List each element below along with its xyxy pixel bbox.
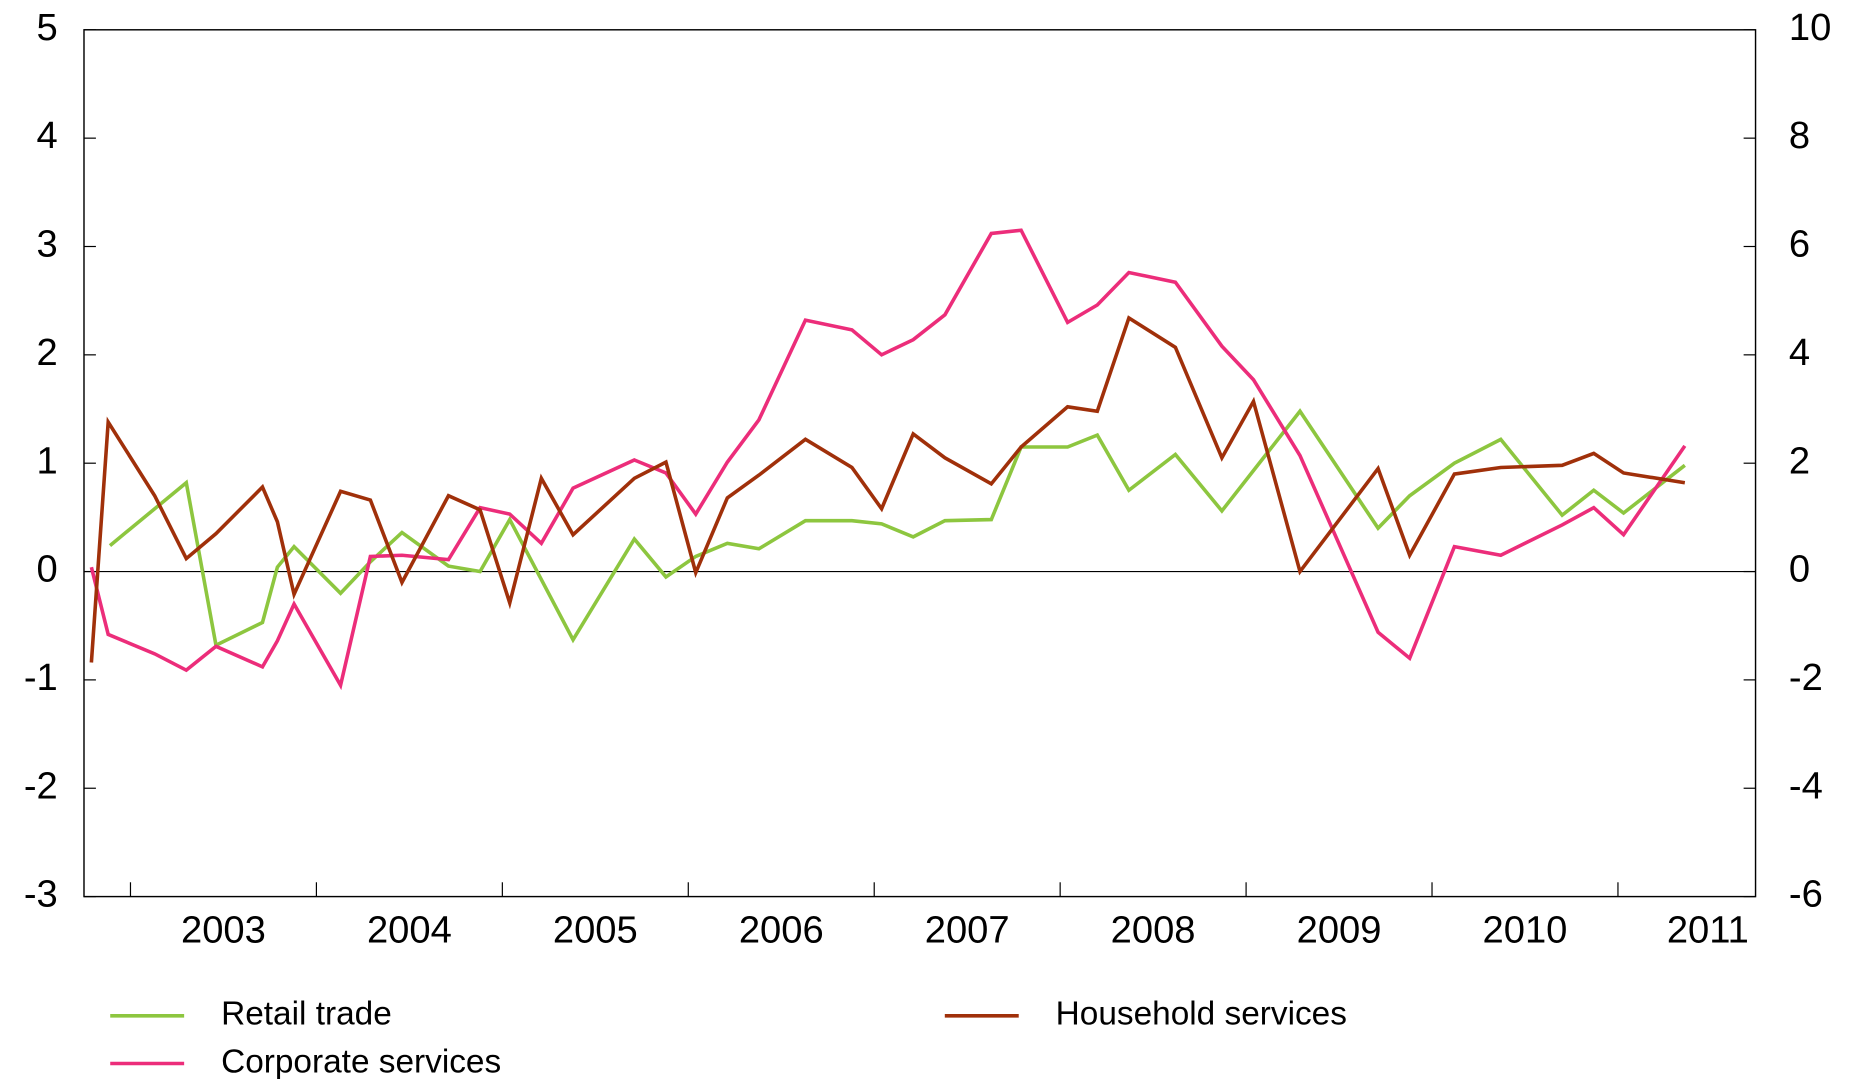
x-tick-label: 2008	[1111, 908, 1196, 951]
x-tick-label: 2011	[1667, 908, 1749, 951]
y2-tick-label: -6	[1789, 873, 1823, 916]
y-tick-label: -1	[24, 656, 58, 699]
legend-label: Retail trade	[221, 996, 392, 1033]
series-line	[108, 408, 1686, 648]
x-tick-label: 2005	[553, 908, 638, 951]
y2-tick-label: 8	[1789, 114, 1810, 157]
y-tick-label: -2	[24, 764, 58, 807]
y2-tick-label: 10	[1789, 6, 1831, 49]
x-tick-label: 2003	[181, 908, 266, 951]
x-tick-label: 2007	[925, 908, 1010, 951]
y2-tick-label: 6	[1789, 223, 1810, 266]
y-tick-label: 1	[37, 439, 58, 482]
legend-label: Corporate services	[221, 1043, 501, 1079]
plot-frame	[83, 29, 1757, 898]
y-tick-label: 0	[37, 548, 58, 591]
series-line	[89, 228, 1687, 691]
y2-tick-label: 4	[1789, 331, 1810, 374]
y2-tick-label: -4	[1789, 764, 1823, 807]
y-tick-label: -3	[24, 873, 58, 916]
y-tick-label: 3	[37, 223, 58, 266]
y2-tick-label: 0	[1789, 548, 1810, 591]
y2-tick-label: -2	[1789, 656, 1823, 699]
x-tick-label: 2004	[367, 908, 452, 951]
x-tick-label: 2009	[1297, 908, 1382, 951]
y-tick-label: 4	[37, 114, 58, 157]
y2-tick-label: 2	[1789, 439, 1810, 482]
x-tick-label: 2010	[1483, 908, 1568, 951]
legend-label: Household services	[1056, 996, 1347, 1033]
y-tick-label: 2	[37, 331, 58, 374]
series-line	[89, 315, 1686, 663]
y-tick-label: 5	[37, 6, 58, 49]
x-tick-label: 2006	[739, 908, 824, 951]
